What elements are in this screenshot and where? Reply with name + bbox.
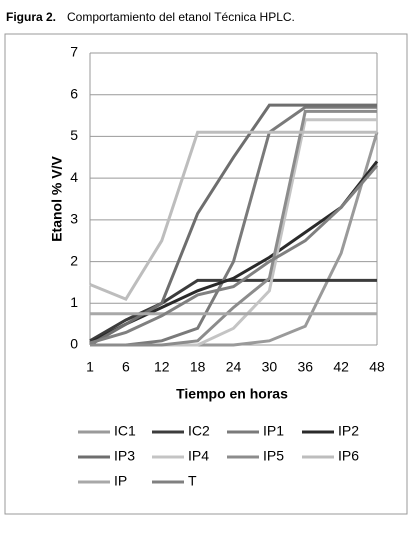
x-tick-label: 12	[154, 359, 170, 375]
y-axis-title: Etanol % V/V	[49, 156, 65, 242]
legend-label: T	[188, 473, 197, 489]
legend-label: IP1	[263, 423, 284, 439]
chart-title: Comportamiento del etanol Técnica HPLC.	[67, 10, 295, 24]
legend-label: IC1	[114, 423, 136, 439]
y-tick-label: 0	[70, 336, 78, 352]
legend-label: IP2	[338, 423, 359, 439]
x-tick-label: 42	[333, 359, 349, 375]
x-tick-label: 30	[262, 359, 278, 375]
x-tick-label: 6	[122, 359, 130, 375]
x-axis-title: Tiempo en horas	[176, 386, 288, 402]
y-tick-label: 2	[70, 252, 78, 268]
y-tick-label: 1	[70, 294, 78, 310]
y-tick-label: 7	[70, 44, 78, 60]
x-tick-label: 24	[226, 359, 242, 375]
legend-label: IP	[114, 473, 127, 489]
figure-label: Figura 2.	[6, 10, 56, 24]
chart-frame	[4, 33, 408, 515]
x-tick-label: 48	[369, 359, 385, 375]
legend-label: IP6	[338, 448, 359, 464]
x-tick-label: 36	[297, 359, 313, 375]
series-line	[89, 164, 379, 345]
series-line	[89, 103, 377, 347]
series-line	[90, 118, 377, 347]
x-tick-label: 18	[190, 359, 206, 375]
y-tick-label: 5	[70, 127, 78, 143]
legend-label: IC2	[188, 423, 210, 439]
series-line	[89, 130, 377, 301]
legend-label: IP4	[188, 448, 209, 464]
y-tick-label: 6	[70, 85, 78, 101]
legend-label: IP3	[114, 448, 135, 464]
x-tick-label: 1	[86, 359, 94, 375]
y-tick-label: 3	[70, 211, 78, 227]
y-tick-label: 4	[70, 169, 78, 185]
series-line	[90, 109, 377, 347]
legend-label: IP5	[263, 448, 284, 464]
